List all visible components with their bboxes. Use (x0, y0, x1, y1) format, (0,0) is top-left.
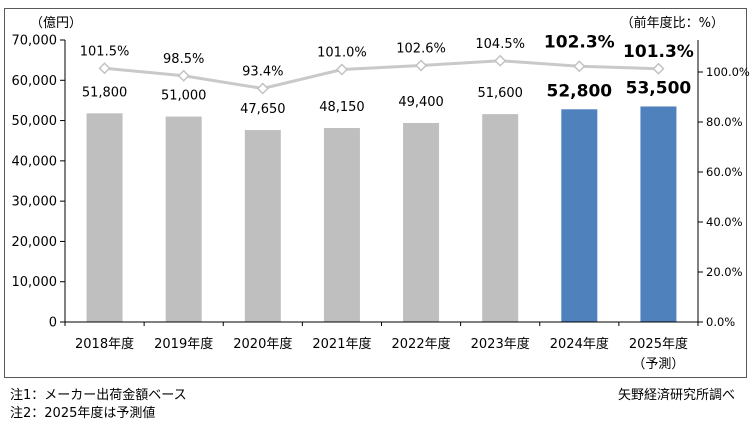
diamond-marker (256, 82, 269, 95)
right-axis-tick-label: 100.0% (706, 65, 750, 79)
left-axis-tick-label: 50,000 (12, 114, 58, 129)
bar-value-label: 51,600 (477, 86, 523, 101)
bar-value-label: 47,650 (240, 102, 286, 117)
yoy-label: 93.4% (242, 65, 283, 80)
diamond-marker (335, 63, 348, 76)
category-label: 2024年度 (550, 336, 609, 352)
bar-value-label: 51,800 (82, 85, 128, 100)
category-label: 2018年度 (75, 336, 134, 352)
bar (86, 113, 123, 322)
category-label: 2023年度 (471, 336, 530, 352)
diamond-marker (494, 54, 507, 67)
category-label: 2020年度 (233, 336, 292, 352)
left-axis-tick-label: 40,000 (12, 154, 58, 169)
yoy-label: 98.5% (163, 52, 204, 67)
left-axis-tick-label: 0 (49, 316, 57, 331)
yoy-label: 101.5% (80, 44, 130, 59)
right-axis-tick-label: 40.0% (706, 215, 743, 229)
bar-value-label-forecast: 52,800 (547, 81, 613, 101)
bar (482, 114, 519, 322)
diamond-marker (98, 62, 111, 75)
bar (165, 116, 202, 323)
bar-forecast (561, 109, 598, 322)
bar-value-label: 49,400 (398, 95, 444, 110)
left-axis-tick-label: 20,000 (12, 235, 58, 250)
category-label: 2025年度 (629, 336, 688, 352)
diamond-marker (177, 69, 190, 82)
yoy-label-forecast: 101.3% (623, 42, 694, 62)
bar-value-label: 51,000 (161, 89, 207, 104)
left-axis-title: （億円） (30, 16, 83, 31)
left-axis-tick-label: 60,000 (12, 74, 58, 89)
left-axis-tick-label: 70,000 (12, 34, 58, 49)
yoy-trend-line (104, 59, 659, 91)
diamond-marker (415, 59, 428, 72)
right-axis-title: （前年度比：%） (620, 16, 724, 31)
yoy-label: 102.6% (396, 42, 446, 57)
right-axis-tick-label: 80.0% (706, 115, 743, 129)
bar (323, 128, 360, 322)
category-label: 2022年度 (392, 336, 451, 352)
right-axis-tick-label: 20.0% (706, 265, 743, 279)
category-label: 2019年度 (154, 336, 213, 352)
footnote-2: 注2：2025年度は予測値 (10, 406, 156, 421)
bar (244, 130, 281, 322)
yoy-label-forecast: 102.3% (544, 32, 615, 52)
bar (403, 122, 440, 322)
bar-value-label-forecast: 53,500 (626, 78, 692, 98)
bar-forecast (640, 106, 677, 322)
right-axis-tick-label: 0.0% (706, 315, 735, 329)
right-axis-tick-label: 60.0% (706, 165, 743, 179)
category-label: 2021年度 (312, 336, 371, 352)
yoy-label: 101.0% (317, 46, 367, 61)
footnote-1: 注1：メーカー出荷金額ベース (10, 388, 187, 403)
left-axis-tick-label: 10,000 (12, 275, 58, 290)
category-forecast-note: （予測） (632, 357, 684, 372)
left-axis-tick-label: 30,000 (12, 195, 58, 210)
yoy-label: 104.5% (475, 37, 525, 52)
diamond-marker (652, 62, 665, 75)
bar-value-label: 48,150 (319, 100, 365, 115)
diamond-marker (573, 60, 586, 73)
source-credit: 矢野経済研究所調べ (617, 388, 735, 403)
